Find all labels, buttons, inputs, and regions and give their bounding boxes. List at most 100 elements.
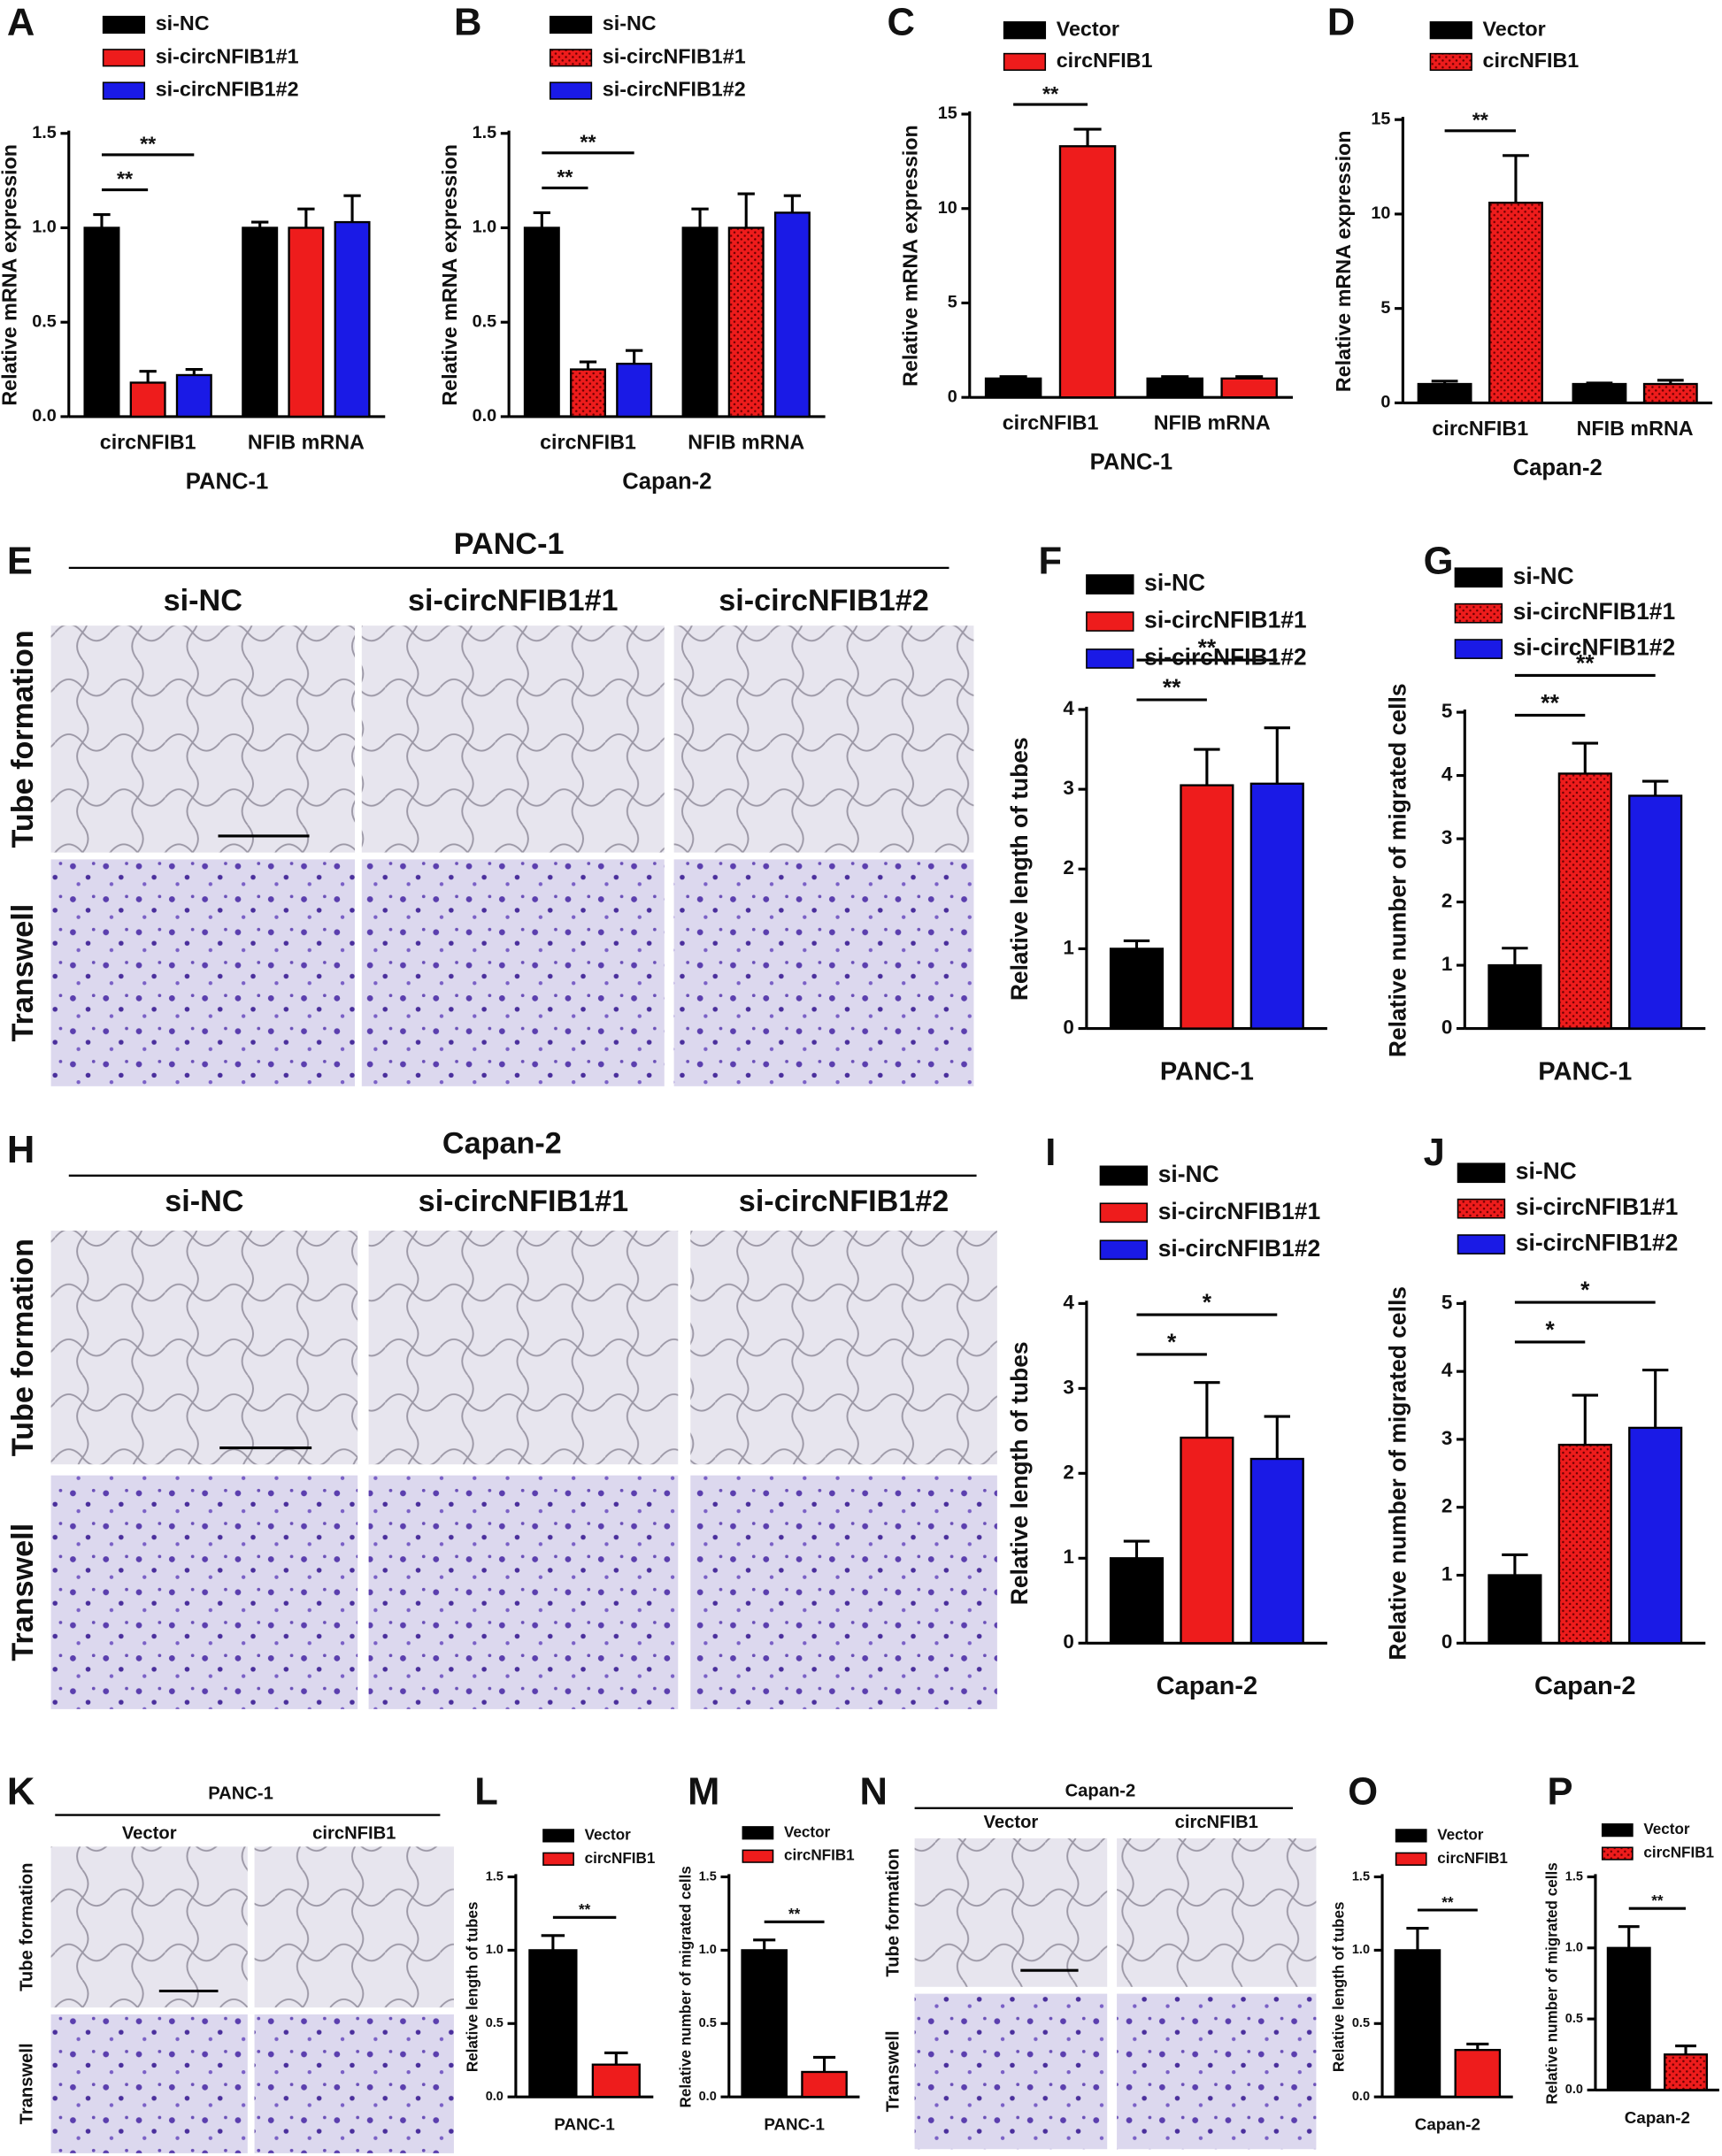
- bar: [334, 220, 371, 418]
- column-label: circNFIB1: [1175, 1813, 1258, 1832]
- panel-letter: I: [1045, 1132, 1056, 1174]
- y-tick-label: 10: [938, 198, 957, 218]
- bar: [1628, 794, 1683, 1030]
- legend-label: si-circNFIB1#2: [603, 78, 746, 101]
- column-label: si-circNFIB1#1: [419, 1185, 629, 1218]
- legend-label: circNFIB1: [1483, 49, 1580, 72]
- bar: [175, 373, 212, 418]
- significance-label: **: [1163, 674, 1181, 701]
- legend-swatch: [542, 1829, 574, 1843]
- significance-label: *: [1203, 1289, 1212, 1316]
- y-axis-label: Relative length of tubes: [1006, 737, 1033, 1001]
- tube-image: [690, 1231, 997, 1465]
- transwell-image: [1117, 1993, 1317, 2150]
- legend-swatch: [1454, 567, 1503, 588]
- y-axis-label: Relative number of migrated cells: [1384, 683, 1411, 1057]
- y-tick-label: 0.5: [486, 2016, 504, 2030]
- bar: [1606, 1946, 1651, 2091]
- x-axis-label: Capan-2: [1534, 1672, 1636, 1700]
- legend-swatch: [1395, 1829, 1427, 1843]
- legend-swatch: [1601, 1846, 1634, 1861]
- panel-letter: F: [1038, 541, 1062, 583]
- panel-letter: G: [1424, 541, 1454, 583]
- bar: [727, 226, 765, 418]
- y-tick-label: 3: [1063, 1376, 1073, 1398]
- category-label: NFIB mRNA: [248, 430, 365, 453]
- legend-label: circNFIB1: [784, 1847, 855, 1864]
- y-tick-label: 0: [1441, 1016, 1452, 1038]
- bar: [1058, 145, 1117, 399]
- x-axis-label: PANC-1: [1160, 1057, 1254, 1086]
- bar: [984, 377, 1042, 399]
- y-tick-label: 5: [1380, 298, 1390, 318]
- y-tick-label: 1: [1063, 1546, 1073, 1568]
- legend-swatch: [1395, 1852, 1427, 1866]
- significance-label: *: [1167, 1329, 1177, 1355]
- x-axis-label: Capan-2: [1513, 456, 1603, 480]
- panel-letter: H: [7, 1129, 35, 1171]
- panel-letter: P: [1548, 1771, 1573, 1814]
- column-label: circNFIB1: [312, 1824, 396, 1844]
- column-label: si-circNFIB1#2: [719, 584, 929, 618]
- legend-swatch: [102, 15, 146, 35]
- significance-label: **: [1042, 82, 1059, 105]
- panel-letter: O: [1348, 1771, 1378, 1814]
- panel-letter: M: [688, 1771, 719, 1814]
- x-axis-label: PANC-1: [554, 2115, 615, 2134]
- significance-label: **: [1576, 650, 1595, 677]
- tube-image: [50, 1231, 358, 1465]
- transwell-image: [914, 1993, 1108, 2150]
- y-tick-label: 0.0: [1565, 2083, 1583, 2097]
- y-tick-label: 10: [1371, 203, 1390, 223]
- y-tick-label: 2: [1441, 889, 1452, 911]
- transwell-image: [673, 859, 974, 1086]
- panel-letter: D: [1327, 1, 1355, 43]
- bar: [1488, 963, 1542, 1030]
- transwell-image: [368, 1475, 679, 1709]
- legend-swatch: [1429, 21, 1472, 40]
- legend-label: si-NC: [1516, 1158, 1577, 1185]
- y-tick-label: 4: [1063, 697, 1074, 719]
- row-label: Tube formation: [17, 1863, 36, 1991]
- bar: [1109, 1557, 1165, 1645]
- transwell-image: [50, 1475, 358, 1709]
- y-tick-label: 0.0: [699, 2090, 717, 2104]
- legend-label: si-circNFIB1#2: [1516, 1230, 1678, 1256]
- category-label: NFIB mRNA: [1154, 411, 1271, 434]
- category-label: circNFIB1: [1003, 411, 1099, 434]
- column-label: si-circNFIB1#1: [408, 584, 619, 618]
- y-tick-label: 1: [1063, 936, 1073, 958]
- legend-swatch: [1454, 639, 1503, 659]
- y-axis-label: Relative number of migrated cells: [1544, 1862, 1561, 2104]
- y-tick-label: 3: [1441, 826, 1452, 848]
- y-tick-label: 0.5: [1565, 2012, 1583, 2026]
- legend-swatch: [1099, 1202, 1149, 1224]
- significance-label: **: [579, 1901, 591, 1918]
- bar: [1394, 1949, 1441, 2098]
- y-tick-label: 0: [1380, 393, 1390, 412]
- row-label: Transwell: [6, 1523, 40, 1661]
- significance-label: **: [788, 1906, 801, 1922]
- legend-label: si-circNFIB1#1: [1516, 1193, 1678, 1220]
- bar: [773, 211, 811, 418]
- column-label: Vector: [984, 1813, 1039, 1832]
- significance-label: **: [1541, 690, 1559, 717]
- bar: [1454, 2048, 1502, 2098]
- y-tick-label: 3: [1441, 1427, 1452, 1449]
- y-tick-label: 1.5: [32, 123, 57, 142]
- legend-label: Vector: [1437, 1826, 1484, 1843]
- y-axis-label: Relative length of tubes: [1006, 1341, 1033, 1605]
- y-axis-label: Relative number of migrated cells: [677, 1866, 694, 2107]
- legend-swatch: [549, 81, 593, 100]
- y-tick-label: 1: [1441, 1562, 1452, 1584]
- legend-label: si-circNFIB1#2: [1513, 634, 1675, 661]
- tube-image: [673, 625, 974, 853]
- panel-title: PANC-1: [454, 527, 565, 561]
- column-label: Vector: [122, 1824, 177, 1844]
- column-label: si-NC: [165, 1185, 243, 1218]
- y-axis-label: Relative number of migrated cells: [1384, 1286, 1411, 1661]
- y-axis-label: Relative mRNA expression: [1332, 130, 1355, 392]
- legend-label: si-circNFIB1#2: [1158, 1235, 1320, 1262]
- y-tick-label: 15: [1371, 109, 1390, 128]
- legend-label: Vector: [1483, 17, 1546, 40]
